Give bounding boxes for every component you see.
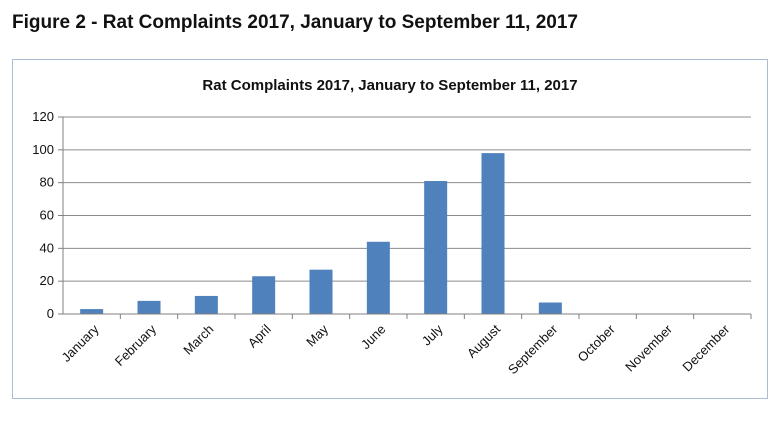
bar-chart: Rat Complaints 2017, January to Septembe… bbox=[32, 77, 752, 377]
x-tick-label-january: January bbox=[58, 321, 102, 365]
x-tick-label-may: May bbox=[303, 321, 331, 349]
y-tick-label: 60 bbox=[40, 208, 54, 223]
figure-heading: Figure 2 - Rat Complaints 2017, January … bbox=[12, 12, 578, 33]
x-tick-label-july: July bbox=[419, 321, 446, 348]
bar-august bbox=[481, 153, 505, 314]
chart-frame: Rat Complaints 2017, January to Septembe… bbox=[12, 59, 768, 399]
y-tick-label: 0 bbox=[47, 306, 54, 321]
y-tick-labels: 0 20 40 60 80 100 120 bbox=[32, 109, 54, 321]
x-tick-labels: January February March April May June July Augu… bbox=[58, 321, 732, 377]
x-tick-label-march: March bbox=[180, 322, 216, 358]
gridlines bbox=[63, 116, 751, 282]
x-tick-label-december: December bbox=[679, 321, 732, 374]
x-tick-label-february: February bbox=[112, 321, 160, 369]
x-tick-label-september: September bbox=[505, 321, 561, 377]
bar-june bbox=[366, 241, 390, 314]
bar-may bbox=[309, 269, 333, 314]
y-tick-label: 20 bbox=[40, 273, 54, 288]
bar-april bbox=[252, 276, 276, 314]
bar-february bbox=[137, 300, 161, 314]
axes bbox=[58, 116, 752, 319]
bar-july bbox=[424, 181, 448, 314]
bar-september bbox=[538, 302, 562, 314]
y-tick-label: 100 bbox=[32, 142, 54, 157]
bar-march bbox=[194, 295, 218, 314]
y-tick-label: 120 bbox=[32, 109, 54, 124]
x-tick-label-october: October bbox=[574, 321, 618, 365]
x-tick-label-april: April bbox=[245, 321, 274, 350]
y-tick-label: 80 bbox=[40, 175, 54, 190]
x-tick-label-june: June bbox=[358, 322, 389, 353]
x-tick-label-november: November bbox=[622, 321, 675, 374]
bar-january bbox=[80, 309, 104, 314]
bars bbox=[80, 153, 562, 314]
x-tick-label-august: August bbox=[464, 321, 503, 360]
y-tick-label: 40 bbox=[40, 240, 54, 255]
chart-title: Rat Complaints 2017, January to Septembe… bbox=[202, 77, 577, 94]
